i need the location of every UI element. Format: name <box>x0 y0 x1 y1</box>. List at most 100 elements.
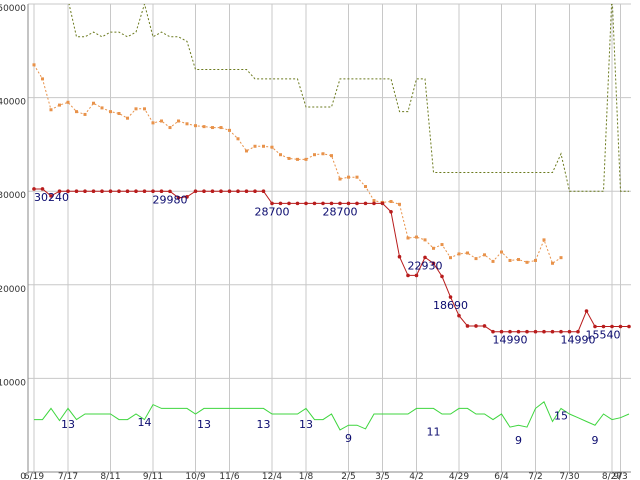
data-label: 13 <box>299 418 313 431</box>
series-point <box>219 126 223 130</box>
data-label: 28700 <box>323 205 358 218</box>
series-point <box>321 152 325 156</box>
series-point <box>74 189 79 193</box>
data-label: 30240 <box>34 191 69 204</box>
series-point <box>482 324 487 328</box>
x-tick-label: 9/11 <box>143 472 163 480</box>
data-label: 13 <box>61 418 75 431</box>
chart-tick-labels: 0 10000 20000 30000 40000 50000 6/19 7/17 8/11 9/… <box>0 4 628 480</box>
series-point <box>406 236 410 240</box>
series-point <box>576 329 580 334</box>
y-tick-label: 20000 <box>0 285 26 295</box>
series-point <box>287 201 291 206</box>
series-line <box>68 4 629 192</box>
chart-axes <box>27 4 631 473</box>
series-point <box>601 324 606 329</box>
series-point <box>627 324 631 329</box>
data-label: 22930 <box>408 259 443 272</box>
series-point <box>262 144 265 148</box>
series-point <box>457 252 461 256</box>
series-line <box>34 401 630 431</box>
series-line <box>33 64 562 265</box>
series-point <box>474 324 478 328</box>
series-point <box>330 154 333 158</box>
series-point <box>397 254 402 259</box>
series-point <box>363 201 368 206</box>
x-tick-label: 7/30 <box>559 472 579 480</box>
y-tick-label: 0 <box>20 472 26 480</box>
data-label: 14990 <box>561 334 596 347</box>
x-tick-label: 3/5 <box>375 472 389 480</box>
series-point <box>211 126 214 130</box>
series-point <box>584 309 589 313</box>
series-point <box>278 201 283 206</box>
series-point <box>49 108 53 112</box>
series-point <box>66 189 70 193</box>
series-point <box>92 101 95 105</box>
data-label: 15 <box>554 409 568 422</box>
series-point <box>83 112 87 116</box>
series-point <box>219 189 223 193</box>
series-point <box>194 124 197 128</box>
series-point <box>483 253 486 257</box>
series-point <box>134 189 138 193</box>
series-point <box>253 144 257 148</box>
series-point <box>550 329 555 334</box>
x-tick-label: 2/5 <box>341 472 355 480</box>
series-point <box>346 201 351 206</box>
series-point <box>160 119 163 123</box>
series-point <box>508 258 512 262</box>
series-point <box>210 189 215 193</box>
series-point <box>41 77 44 81</box>
series-point <box>423 255 427 260</box>
series-point <box>312 201 317 206</box>
series-point <box>270 201 274 206</box>
series-point <box>449 256 452 260</box>
series-point <box>551 261 554 265</box>
x-tick-label: 9/3 <box>613 472 627 480</box>
x-tick-label: 1/8 <box>299 472 314 480</box>
series-point <box>168 126 172 130</box>
series-point <box>304 201 308 206</box>
series-2 <box>32 63 563 265</box>
series-point <box>176 195 181 200</box>
series-point <box>126 116 129 120</box>
series-point <box>83 189 87 193</box>
series-point <box>117 112 121 116</box>
series-point <box>347 175 350 179</box>
series-point <box>389 209 393 214</box>
series-point <box>338 201 342 206</box>
series-point <box>91 189 96 193</box>
x-tick-label: 6/19 <box>24 472 44 480</box>
series-point <box>151 189 155 193</box>
series-point <box>389 199 393 203</box>
series-point <box>500 250 503 254</box>
x-tick-label: 11/6 <box>219 472 239 480</box>
series-point <box>525 260 529 264</box>
series-point <box>499 329 504 334</box>
series-point <box>143 107 146 111</box>
x-tick-label: 7/2 <box>528 472 542 480</box>
series-point <box>355 201 359 206</box>
data-label: 9 <box>592 434 599 447</box>
series-point <box>32 63 36 67</box>
data-label: 11 <box>427 425 441 438</box>
series-point <box>313 153 316 157</box>
series-point <box>295 201 300 206</box>
series-point <box>168 189 172 194</box>
series-point <box>380 201 385 206</box>
series-point <box>151 121 155 125</box>
y-tick-label: 30000 <box>0 191 26 201</box>
series-point <box>534 258 537 262</box>
series-1 <box>68 4 629 192</box>
series-point <box>432 246 435 250</box>
series-point <box>177 119 180 123</box>
series-point <box>542 238 546 242</box>
series-point <box>75 110 78 114</box>
series-point <box>49 194 53 198</box>
data-label: 28700 <box>255 205 290 218</box>
series-point <box>287 156 291 160</box>
series-point <box>236 189 240 193</box>
y-tick-label: 10000 <box>0 378 26 388</box>
